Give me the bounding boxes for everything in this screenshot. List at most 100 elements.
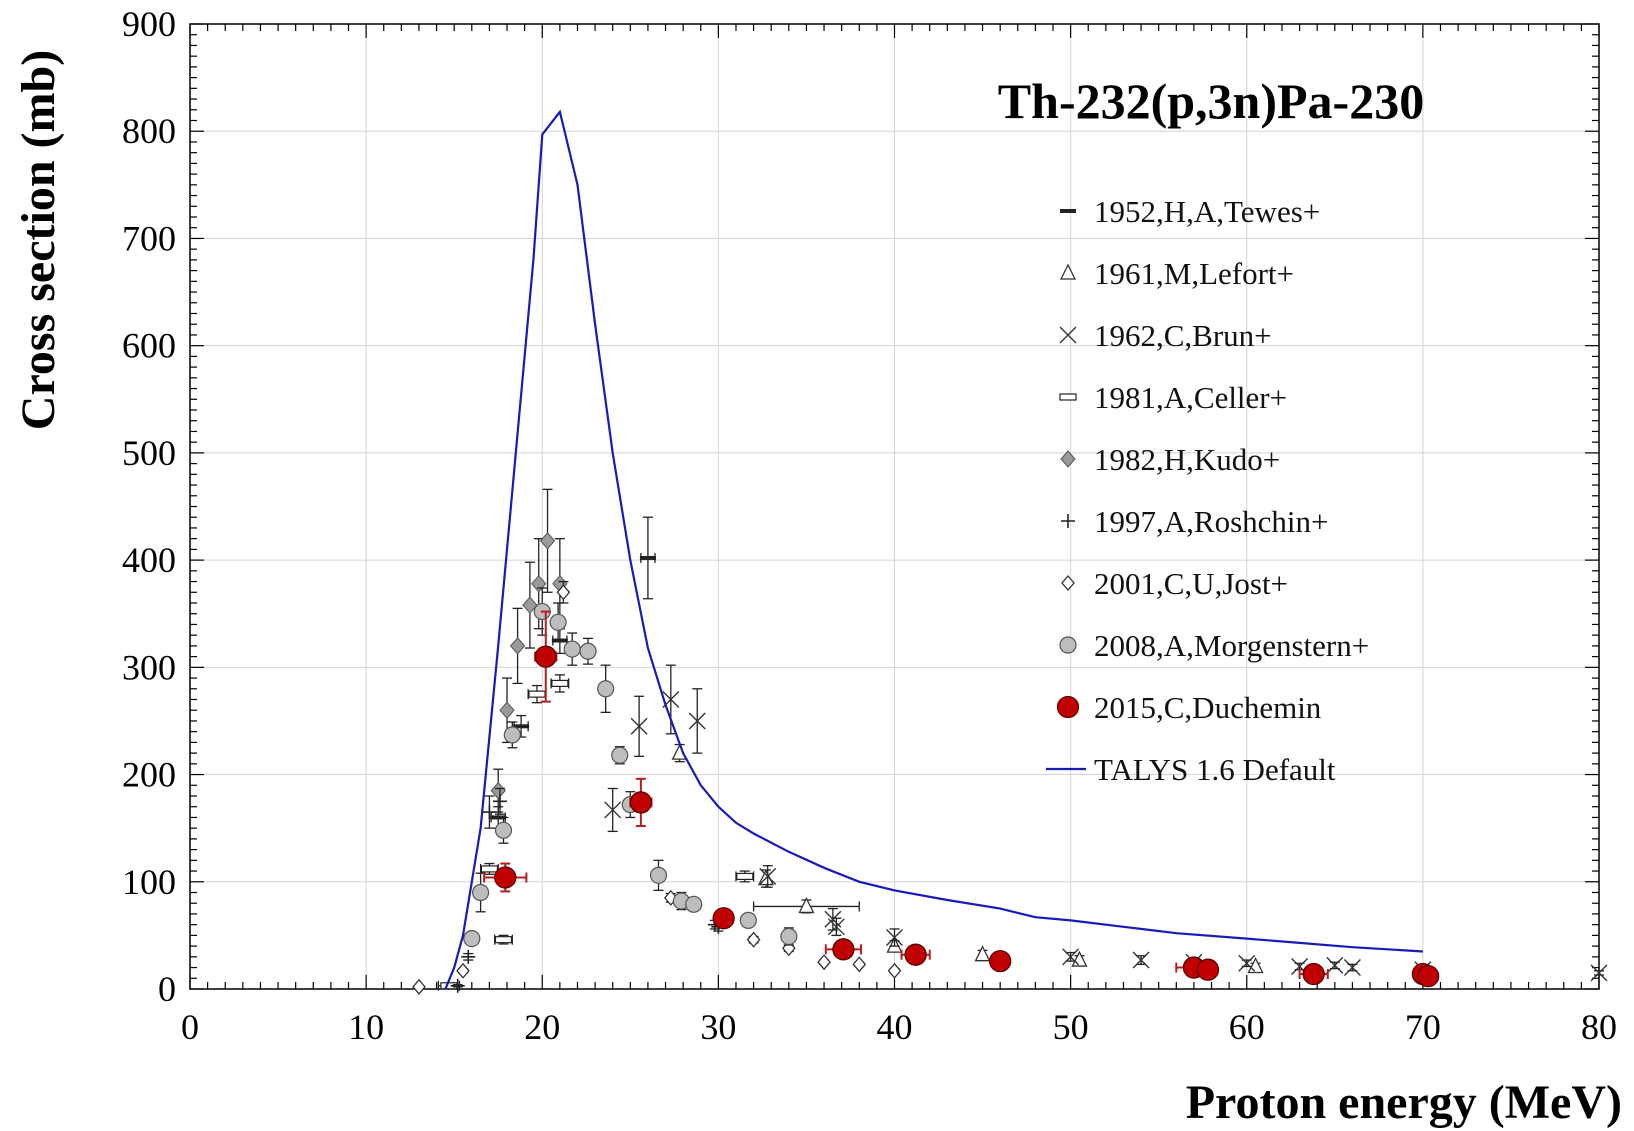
chart-title: Th-232(p,3n)Pa-230 bbox=[998, 73, 1424, 129]
data-point bbox=[463, 930, 481, 948]
legend-label: TALYS 1.6 Default bbox=[1094, 752, 1336, 787]
legend-label: 2008,A,Morgenstern+ bbox=[1094, 628, 1369, 663]
marker-x bbox=[886, 929, 903, 947]
marker-diamond bbox=[499, 701, 515, 719]
y-tick-label: 600 bbox=[122, 326, 176, 366]
data-point bbox=[739, 911, 757, 929]
data-point bbox=[456, 962, 470, 979]
x-tick-label: 50 bbox=[1053, 1007, 1089, 1047]
talys-curve bbox=[444, 109, 1423, 990]
marker-odiamond bbox=[746, 931, 761, 948]
legend-marker-hbar bbox=[1059, 393, 1077, 401]
legend-item: 1982,H,Kudo+ bbox=[1060, 442, 1280, 477]
data-point bbox=[827, 917, 845, 937]
data-point bbox=[450, 978, 465, 993]
data-point bbox=[563, 632, 581, 666]
marker-circle bbox=[503, 726, 521, 744]
x-tick-label: 80 bbox=[1581, 1007, 1617, 1047]
data-point bbox=[735, 870, 755, 883]
series-2015-c-duchemin bbox=[483, 610, 1440, 988]
data-point bbox=[629, 777, 653, 828]
marker-x bbox=[1326, 956, 1344, 974]
legend-label: 1997,A,Roshchin+ bbox=[1094, 504, 1328, 539]
data-point bbox=[852, 956, 867, 973]
legend-marker-x bbox=[1059, 326, 1077, 344]
data-point bbox=[472, 872, 490, 913]
series-1961-m-lefort- bbox=[671, 743, 1431, 981]
data-series bbox=[412, 109, 1608, 995]
data-point bbox=[597, 664, 615, 714]
data-point bbox=[974, 945, 991, 962]
data-point bbox=[900, 943, 931, 966]
marker-circle bbox=[563, 640, 581, 658]
data-point bbox=[662, 664, 680, 735]
data-point bbox=[513, 714, 530, 738]
data-point bbox=[1238, 954, 1256, 972]
legend-item: 2015,C,Duchemin bbox=[1056, 690, 1322, 725]
marker-odiamond bbox=[556, 584, 571, 601]
data-point bbox=[685, 895, 703, 913]
marker-plus bbox=[461, 949, 476, 964]
y-tick-label: 900 bbox=[122, 4, 176, 44]
y-tick-label: 0 bbox=[158, 969, 176, 1009]
legend-marker-triangle bbox=[1059, 263, 1077, 280]
data-point bbox=[527, 684, 547, 704]
marker-triangle bbox=[974, 945, 991, 962]
marker-circle bbox=[494, 821, 513, 839]
data-point bbox=[611, 746, 629, 765]
data-point bbox=[712, 907, 735, 930]
marker-circle bbox=[579, 642, 597, 660]
data-point bbox=[1417, 964, 1440, 988]
legend-marker-bigcircle bbox=[1056, 695, 1080, 719]
series-1981-a-celler- bbox=[437, 674, 755, 991]
data-point bbox=[509, 607, 526, 685]
legend-marker-dash bbox=[1060, 209, 1076, 213]
x-tick-label: 0 bbox=[181, 1007, 199, 1047]
legend-label: 2015,C,Duchemin bbox=[1094, 690, 1322, 725]
y-tick-label: 100 bbox=[122, 862, 176, 902]
marker-dash bbox=[551, 638, 568, 643]
marker-odiamond bbox=[852, 956, 867, 973]
legend-item: 1952,H,A,Tewes+ bbox=[1060, 194, 1320, 229]
legend-label: 1962,C,Brun+ bbox=[1094, 318, 1272, 353]
data-point bbox=[494, 816, 513, 844]
legend: 1952,H,A,Tewes+ 1961,M,Lefort+ 1962,C,Brun… bbox=[1046, 194, 1369, 787]
series-2001-c-u-jost- bbox=[412, 580, 902, 995]
marker-circle bbox=[472, 883, 490, 902]
legend-marker-plus bbox=[1061, 514, 1075, 528]
legend-label: 2001,C,U,Jost+ bbox=[1094, 566, 1288, 601]
marker-x bbox=[604, 801, 622, 819]
data-point bbox=[1343, 959, 1361, 977]
data-point bbox=[522, 561, 538, 649]
marker-circle bbox=[597, 680, 615, 698]
legend-label: 1981,A,Celler+ bbox=[1094, 380, 1287, 415]
marker-x bbox=[1132, 951, 1150, 969]
marker-bigcircle bbox=[1302, 962, 1325, 986]
legend-item: 1962,C,Brun+ bbox=[1059, 318, 1272, 353]
data-point bbox=[556, 580, 571, 604]
marker-hbar bbox=[480, 865, 499, 873]
legend-label: 1961,M,Lefort+ bbox=[1094, 256, 1294, 291]
x-tick-label: 40 bbox=[877, 1007, 913, 1047]
marker-bigcircle bbox=[989, 949, 1012, 973]
marker-x bbox=[630, 717, 648, 735]
marker-odiamond bbox=[817, 954, 831, 971]
legend-item: 1981,A,Celler+ bbox=[1059, 380, 1287, 415]
y-tick-label: 800 bbox=[122, 111, 176, 151]
tick-labels: 0 10 20 30 40 50 60 70 8001002003004005006007008… bbox=[122, 4, 1617, 1047]
marker-x bbox=[1062, 948, 1080, 966]
marker-odiamond bbox=[456, 962, 470, 979]
x-tick-label: 20 bbox=[524, 1007, 560, 1047]
data-point bbox=[1590, 964, 1608, 982]
data-point bbox=[492, 787, 507, 815]
marker-bigcircle bbox=[494, 866, 517, 889]
plot-frame bbox=[189, 23, 1600, 990]
legend-label: 1952,H,A,Tewes+ bbox=[1094, 194, 1320, 229]
legend-item: 2001,C,U,Jost+ bbox=[1061, 566, 1288, 601]
legend-item: 1961,M,Lefort+ bbox=[1059, 256, 1294, 291]
marker-diamond bbox=[531, 574, 547, 593]
marker-bigcircle bbox=[1417, 964, 1440, 988]
data-point bbox=[780, 927, 798, 946]
data-point bbox=[1062, 948, 1080, 966]
